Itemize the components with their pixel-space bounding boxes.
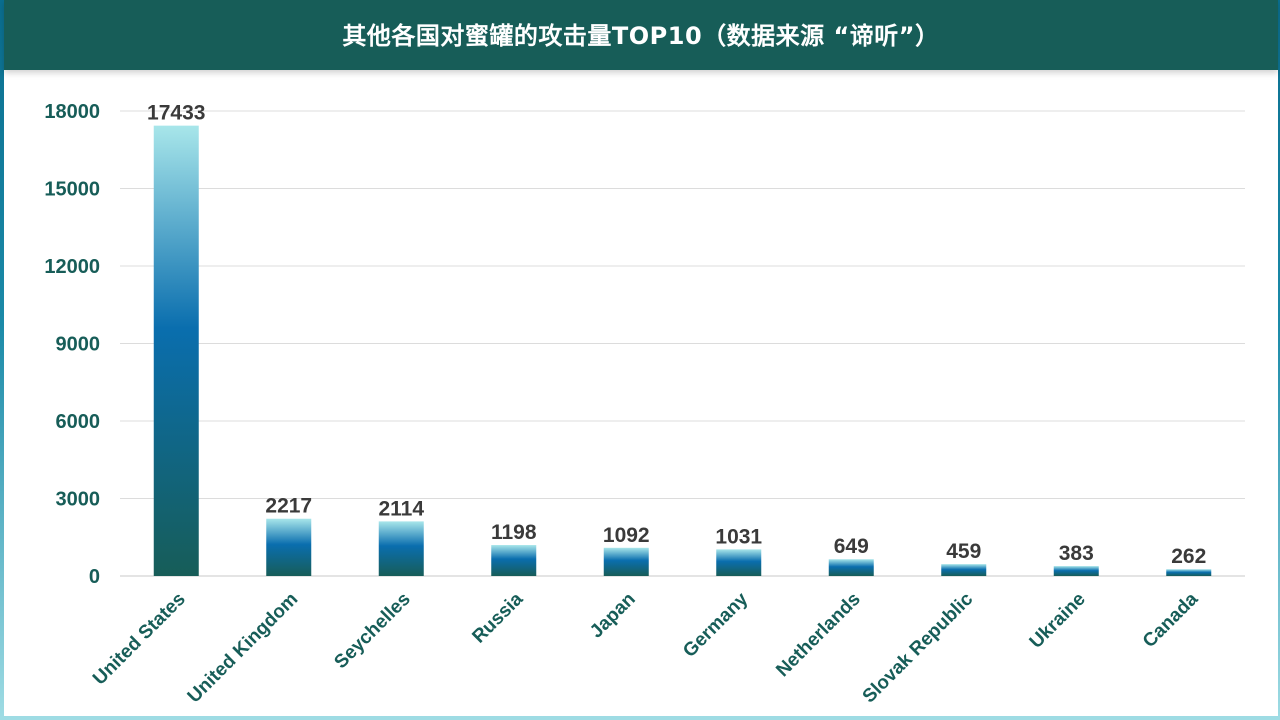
y-tick-label: 6000 bbox=[56, 411, 101, 433]
y-tick-label: 18000 bbox=[44, 101, 100, 123]
y-tick-label: 3000 bbox=[56, 489, 101, 511]
bar bbox=[716, 549, 762, 576]
y-tick-label: 9000 bbox=[56, 334, 101, 356]
category-label: Ukraine bbox=[1026, 589, 1090, 653]
value-label: 383 bbox=[1059, 542, 1094, 565]
value-label: 1198 bbox=[491, 521, 537, 544]
category-label: Germany bbox=[679, 588, 752, 661]
value-label: 262 bbox=[1171, 545, 1206, 568]
y-axis: 0 3000 6000 9000 12000 15000 18000 bbox=[44, 101, 100, 588]
value-label: 1031 bbox=[715, 525, 762, 548]
value-label: 17433 bbox=[147, 102, 205, 125]
value-label: 2217 bbox=[265, 495, 312, 518]
slide: 其他各国对蜜罐的攻击量TOP10（数据来源 “谛听”） bbox=[4, 0, 1278, 716]
bar bbox=[153, 125, 199, 577]
category-label: Slovak Republic bbox=[859, 588, 978, 707]
value-label: 649 bbox=[834, 535, 869, 558]
chart-title: 其他各国对蜜罐的攻击量TOP10（数据来源 “谛听”） bbox=[342, 22, 940, 50]
value-label: 459 bbox=[946, 540, 981, 563]
value-labels: 17433 2217 2114 1198 1092 1031 649 459 383 262 bbox=[147, 102, 1206, 569]
bar bbox=[491, 545, 537, 576]
category-label: United States bbox=[89, 589, 190, 690]
value-label: 1092 bbox=[603, 524, 650, 547]
category-label: Russia bbox=[468, 588, 527, 647]
title-banner: 其他各国对蜜罐的攻击量TOP10（数据来源 “谛听”） bbox=[4, 0, 1278, 70]
y-tick-label: 0 bbox=[89, 566, 100, 588]
category-label: Seychelles bbox=[330, 589, 414, 673]
y-tick-label: 12000 bbox=[44, 256, 100, 278]
category-label: Netherlands bbox=[772, 589, 864, 681]
bar bbox=[828, 559, 874, 576]
value-label: 2114 bbox=[378, 497, 424, 520]
bar bbox=[941, 564, 987, 576]
category-label: Canada bbox=[1139, 588, 1203, 652]
y-tick-label: 15000 bbox=[44, 179, 100, 201]
bars bbox=[153, 125, 1212, 577]
category-label: United Kingdom bbox=[184, 589, 303, 708]
category-label: Japan bbox=[586, 589, 640, 643]
bar bbox=[378, 521, 424, 576]
bar bbox=[603, 547, 649, 576]
bar bbox=[1053, 566, 1099, 576]
bar bbox=[1166, 569, 1212, 576]
bar bbox=[266, 518, 312, 576]
